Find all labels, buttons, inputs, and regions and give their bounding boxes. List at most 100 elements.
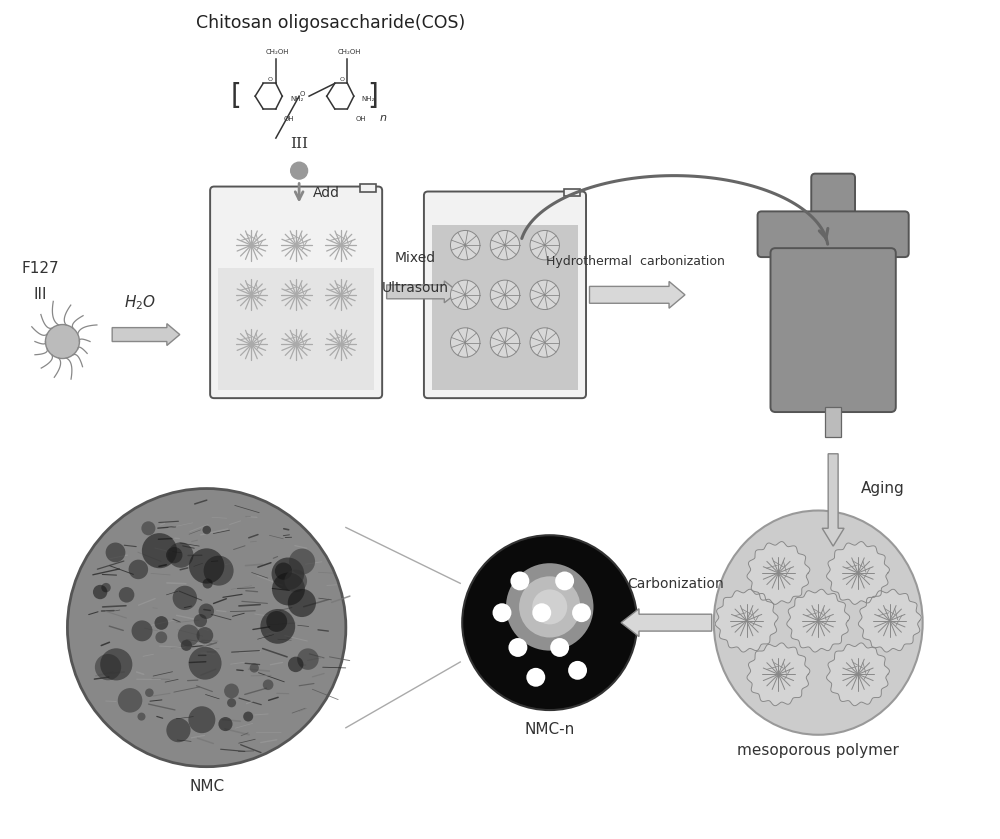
Polygon shape xyxy=(747,541,810,604)
Circle shape xyxy=(288,657,303,672)
Circle shape xyxy=(450,280,480,310)
Circle shape xyxy=(119,587,134,602)
Circle shape xyxy=(508,638,527,657)
Circle shape xyxy=(227,698,236,707)
Circle shape xyxy=(194,614,207,628)
Polygon shape xyxy=(858,589,921,652)
Circle shape xyxy=(568,661,587,680)
Circle shape xyxy=(288,589,316,617)
Circle shape xyxy=(272,572,305,606)
Circle shape xyxy=(129,560,148,579)
Circle shape xyxy=(284,570,307,592)
Bar xyxy=(825,407,841,437)
FancyArrow shape xyxy=(112,324,180,346)
Circle shape xyxy=(142,533,177,568)
Circle shape xyxy=(526,668,545,686)
Circle shape xyxy=(166,547,182,563)
Circle shape xyxy=(530,231,559,260)
Circle shape xyxy=(106,543,125,562)
Polygon shape xyxy=(715,589,778,652)
FancyArrow shape xyxy=(621,609,712,637)
Circle shape xyxy=(272,557,304,590)
FancyBboxPatch shape xyxy=(770,248,896,412)
Text: III: III xyxy=(290,137,308,151)
Text: OH: OH xyxy=(284,116,294,122)
Circle shape xyxy=(199,603,214,619)
Circle shape xyxy=(530,328,559,357)
Circle shape xyxy=(181,640,192,651)
Circle shape xyxy=(203,578,213,588)
Bar xyxy=(218,268,374,390)
Ellipse shape xyxy=(714,510,923,735)
Circle shape xyxy=(141,521,155,535)
Circle shape xyxy=(173,586,197,610)
Text: O: O xyxy=(340,77,345,82)
Circle shape xyxy=(550,638,569,657)
Circle shape xyxy=(166,718,191,743)
Circle shape xyxy=(154,616,168,630)
Circle shape xyxy=(188,706,215,733)
Circle shape xyxy=(101,583,111,592)
Text: O: O xyxy=(268,77,273,82)
Circle shape xyxy=(100,649,132,680)
Circle shape xyxy=(224,684,239,698)
Bar xyxy=(564,189,580,196)
Text: Carbonization: Carbonization xyxy=(627,577,724,591)
FancyBboxPatch shape xyxy=(424,191,586,399)
Text: ]: ] xyxy=(367,82,378,110)
Text: n: n xyxy=(379,113,386,123)
Circle shape xyxy=(263,680,273,690)
FancyBboxPatch shape xyxy=(758,211,909,257)
Circle shape xyxy=(218,717,233,731)
Circle shape xyxy=(95,654,121,680)
Circle shape xyxy=(155,632,167,644)
FancyArrow shape xyxy=(387,281,458,303)
Circle shape xyxy=(189,549,224,584)
Circle shape xyxy=(45,325,79,358)
Circle shape xyxy=(132,620,152,641)
Circle shape xyxy=(289,549,315,575)
Text: Hydrothermal  carbonization: Hydrothermal carbonization xyxy=(546,255,725,268)
Text: CH₂OH: CH₂OH xyxy=(266,49,290,55)
Circle shape xyxy=(450,231,480,260)
Text: NH₂: NH₂ xyxy=(290,96,304,102)
Circle shape xyxy=(493,603,511,623)
Circle shape xyxy=(510,571,529,591)
Circle shape xyxy=(532,603,551,623)
Text: NMC-n: NMC-n xyxy=(525,722,575,737)
Bar xyxy=(432,226,578,390)
Polygon shape xyxy=(747,643,810,706)
Circle shape xyxy=(243,711,253,722)
Circle shape xyxy=(462,535,637,710)
Text: O: O xyxy=(299,91,305,97)
Circle shape xyxy=(297,649,319,670)
Circle shape xyxy=(530,280,559,310)
Circle shape xyxy=(266,611,287,632)
Text: NH₂: NH₂ xyxy=(362,96,375,102)
Circle shape xyxy=(145,689,154,697)
Text: Mixed: Mixed xyxy=(395,251,436,265)
Bar xyxy=(360,184,376,191)
Circle shape xyxy=(93,585,107,599)
Circle shape xyxy=(490,280,520,310)
Text: NMC: NMC xyxy=(189,779,224,794)
Text: OH: OH xyxy=(355,116,366,122)
Text: F127: F127 xyxy=(22,261,59,275)
Text: CH₂OH: CH₂OH xyxy=(338,49,361,55)
Circle shape xyxy=(189,647,222,680)
Circle shape xyxy=(250,664,259,673)
Circle shape xyxy=(178,624,200,646)
Polygon shape xyxy=(787,589,850,652)
Text: Ultrasoun: Ultrasoun xyxy=(382,281,449,294)
Circle shape xyxy=(204,555,234,586)
Text: Add: Add xyxy=(313,185,340,200)
FancyArrow shape xyxy=(822,454,844,546)
Text: Aging: Aging xyxy=(861,481,905,496)
Circle shape xyxy=(519,576,580,638)
Circle shape xyxy=(260,609,295,644)
Text: mesoporous polymer: mesoporous polymer xyxy=(737,743,899,758)
Text: Chitosan oligosaccharide(COS): Chitosan oligosaccharide(COS) xyxy=(196,13,466,32)
Text: $H_2O$: $H_2O$ xyxy=(124,293,156,312)
Text: III: III xyxy=(34,287,47,302)
Circle shape xyxy=(506,563,593,650)
